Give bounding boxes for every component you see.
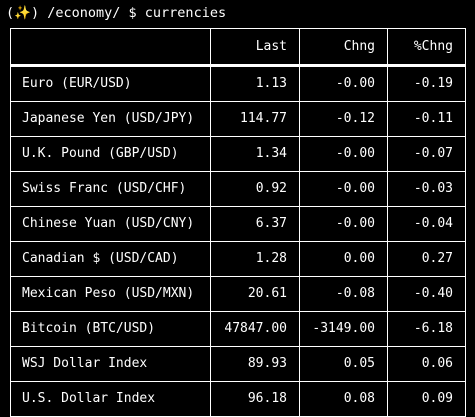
table-row: U.K. Pound (GBP/USD) 1.34 -0.00 -0.07 <box>10 136 466 171</box>
cell-last: 0.92 <box>210 171 299 206</box>
cell-last: 6.37 <box>210 206 299 241</box>
prompt-command: currencies <box>144 5 227 21</box>
currencies-table: Last Chng %Chng Euro (EUR/USD) 1.13 -0.00-… <box>10 28 466 417</box>
column-header-last: Last <box>210 28 299 65</box>
table-row: Bitcoin (BTC/USD) 47847.00 -3149.00 -6.18 <box>10 311 466 346</box>
cell-name: WSJ Dollar Index <box>10 346 210 381</box>
cell-pct-chng: 0.27 <box>387 241 466 276</box>
sparkle-icon: ✨ <box>14 5 31 21</box>
cell-chng: -0.12 <box>299 101 387 136</box>
table-row: WSJ Dollar Index 89.93 0.05 0.06 <box>10 346 466 381</box>
cell-pct-chng: -0.40 <box>387 276 466 311</box>
cell-chng: 0.05 <box>299 346 387 381</box>
column-header-pct-chng: %Chng <box>387 28 466 65</box>
prompt-path: /economy/ <box>47 5 121 21</box>
cell-pct-chng: -0.11 <box>387 101 466 136</box>
cell-name: Swiss Franc (USD/CHF) <box>10 171 210 206</box>
table-row: Euro (EUR/USD) 1.13 -0.00 -0.19 <box>10 65 466 101</box>
prompt-symbol: $ <box>128 5 137 21</box>
cell-chng: -0.08 <box>299 276 387 311</box>
terminal-prompt: (✨) /economy/ $ currencies <box>6 5 227 21</box>
cell-name: Mexican Peso (USD/MXN) <box>10 276 210 311</box>
table-row: Chinese Yuan (USD/CNY) 6.37 -0.00 -0.04 <box>10 206 466 241</box>
cell-name: U.K. Pound (GBP/USD) <box>10 136 210 171</box>
cell-name: Japanese Yen (USD/JPY) <box>10 101 210 136</box>
cell-name: Canadian $ (USD/CAD) <box>10 241 210 276</box>
cell-chng: -0.00 <box>299 136 387 171</box>
cell-last: 1.28 <box>210 241 299 276</box>
cell-pct-chng: 0.06 <box>387 346 466 381</box>
cell-last: 1.13 <box>210 65 299 101</box>
cell-last: 114.77 <box>210 101 299 136</box>
table-row: Swiss Franc (USD/CHF) 0.92 -0.00 -0.03 <box>10 171 466 206</box>
cell-chng: -0.00 <box>299 65 387 101</box>
cell-pct-chng: -0.19 <box>387 65 466 101</box>
table-row: Mexican Peso (USD/MXN) 20.61 -0.08 -0.40 <box>10 276 466 311</box>
column-header-chng: Chng <box>299 28 387 65</box>
table-row: Canadian $ (USD/CAD) 1.28 0.00 0.27 <box>10 241 466 276</box>
cell-chng: -0.00 <box>299 171 387 206</box>
cell-last: 20.61 <box>210 276 299 311</box>
cell-chng: -3149.00 <box>299 311 387 346</box>
cell-pct-chng: -0.04 <box>387 206 466 241</box>
cell-pct-chng: -6.18 <box>387 311 466 346</box>
cell-pct-chng: -0.03 <box>387 171 466 206</box>
cell-chng: -0.00 <box>299 206 387 241</box>
cell-last: 47847.00 <box>210 311 299 346</box>
cell-pct-chng: -0.07 <box>387 136 466 171</box>
column-header-name <box>10 28 210 65</box>
table-row: U.S. Dollar Index 96.18 0.08 0.09 <box>10 381 466 417</box>
cell-last: 1.34 <box>210 136 299 171</box>
table-header-row: Last Chng %Chng <box>10 28 466 65</box>
cell-name: Bitcoin (BTC/USD) <box>10 311 210 346</box>
cell-name: Chinese Yuan (USD/CNY) <box>10 206 210 241</box>
table-row: Japanese Yen (USD/JPY) 114.77 -0.12 -0.11 <box>10 101 466 136</box>
cell-last: 89.93 <box>210 346 299 381</box>
cell-name: Euro (EUR/USD) <box>10 65 210 101</box>
cell-chng: 0.00 <box>299 241 387 276</box>
